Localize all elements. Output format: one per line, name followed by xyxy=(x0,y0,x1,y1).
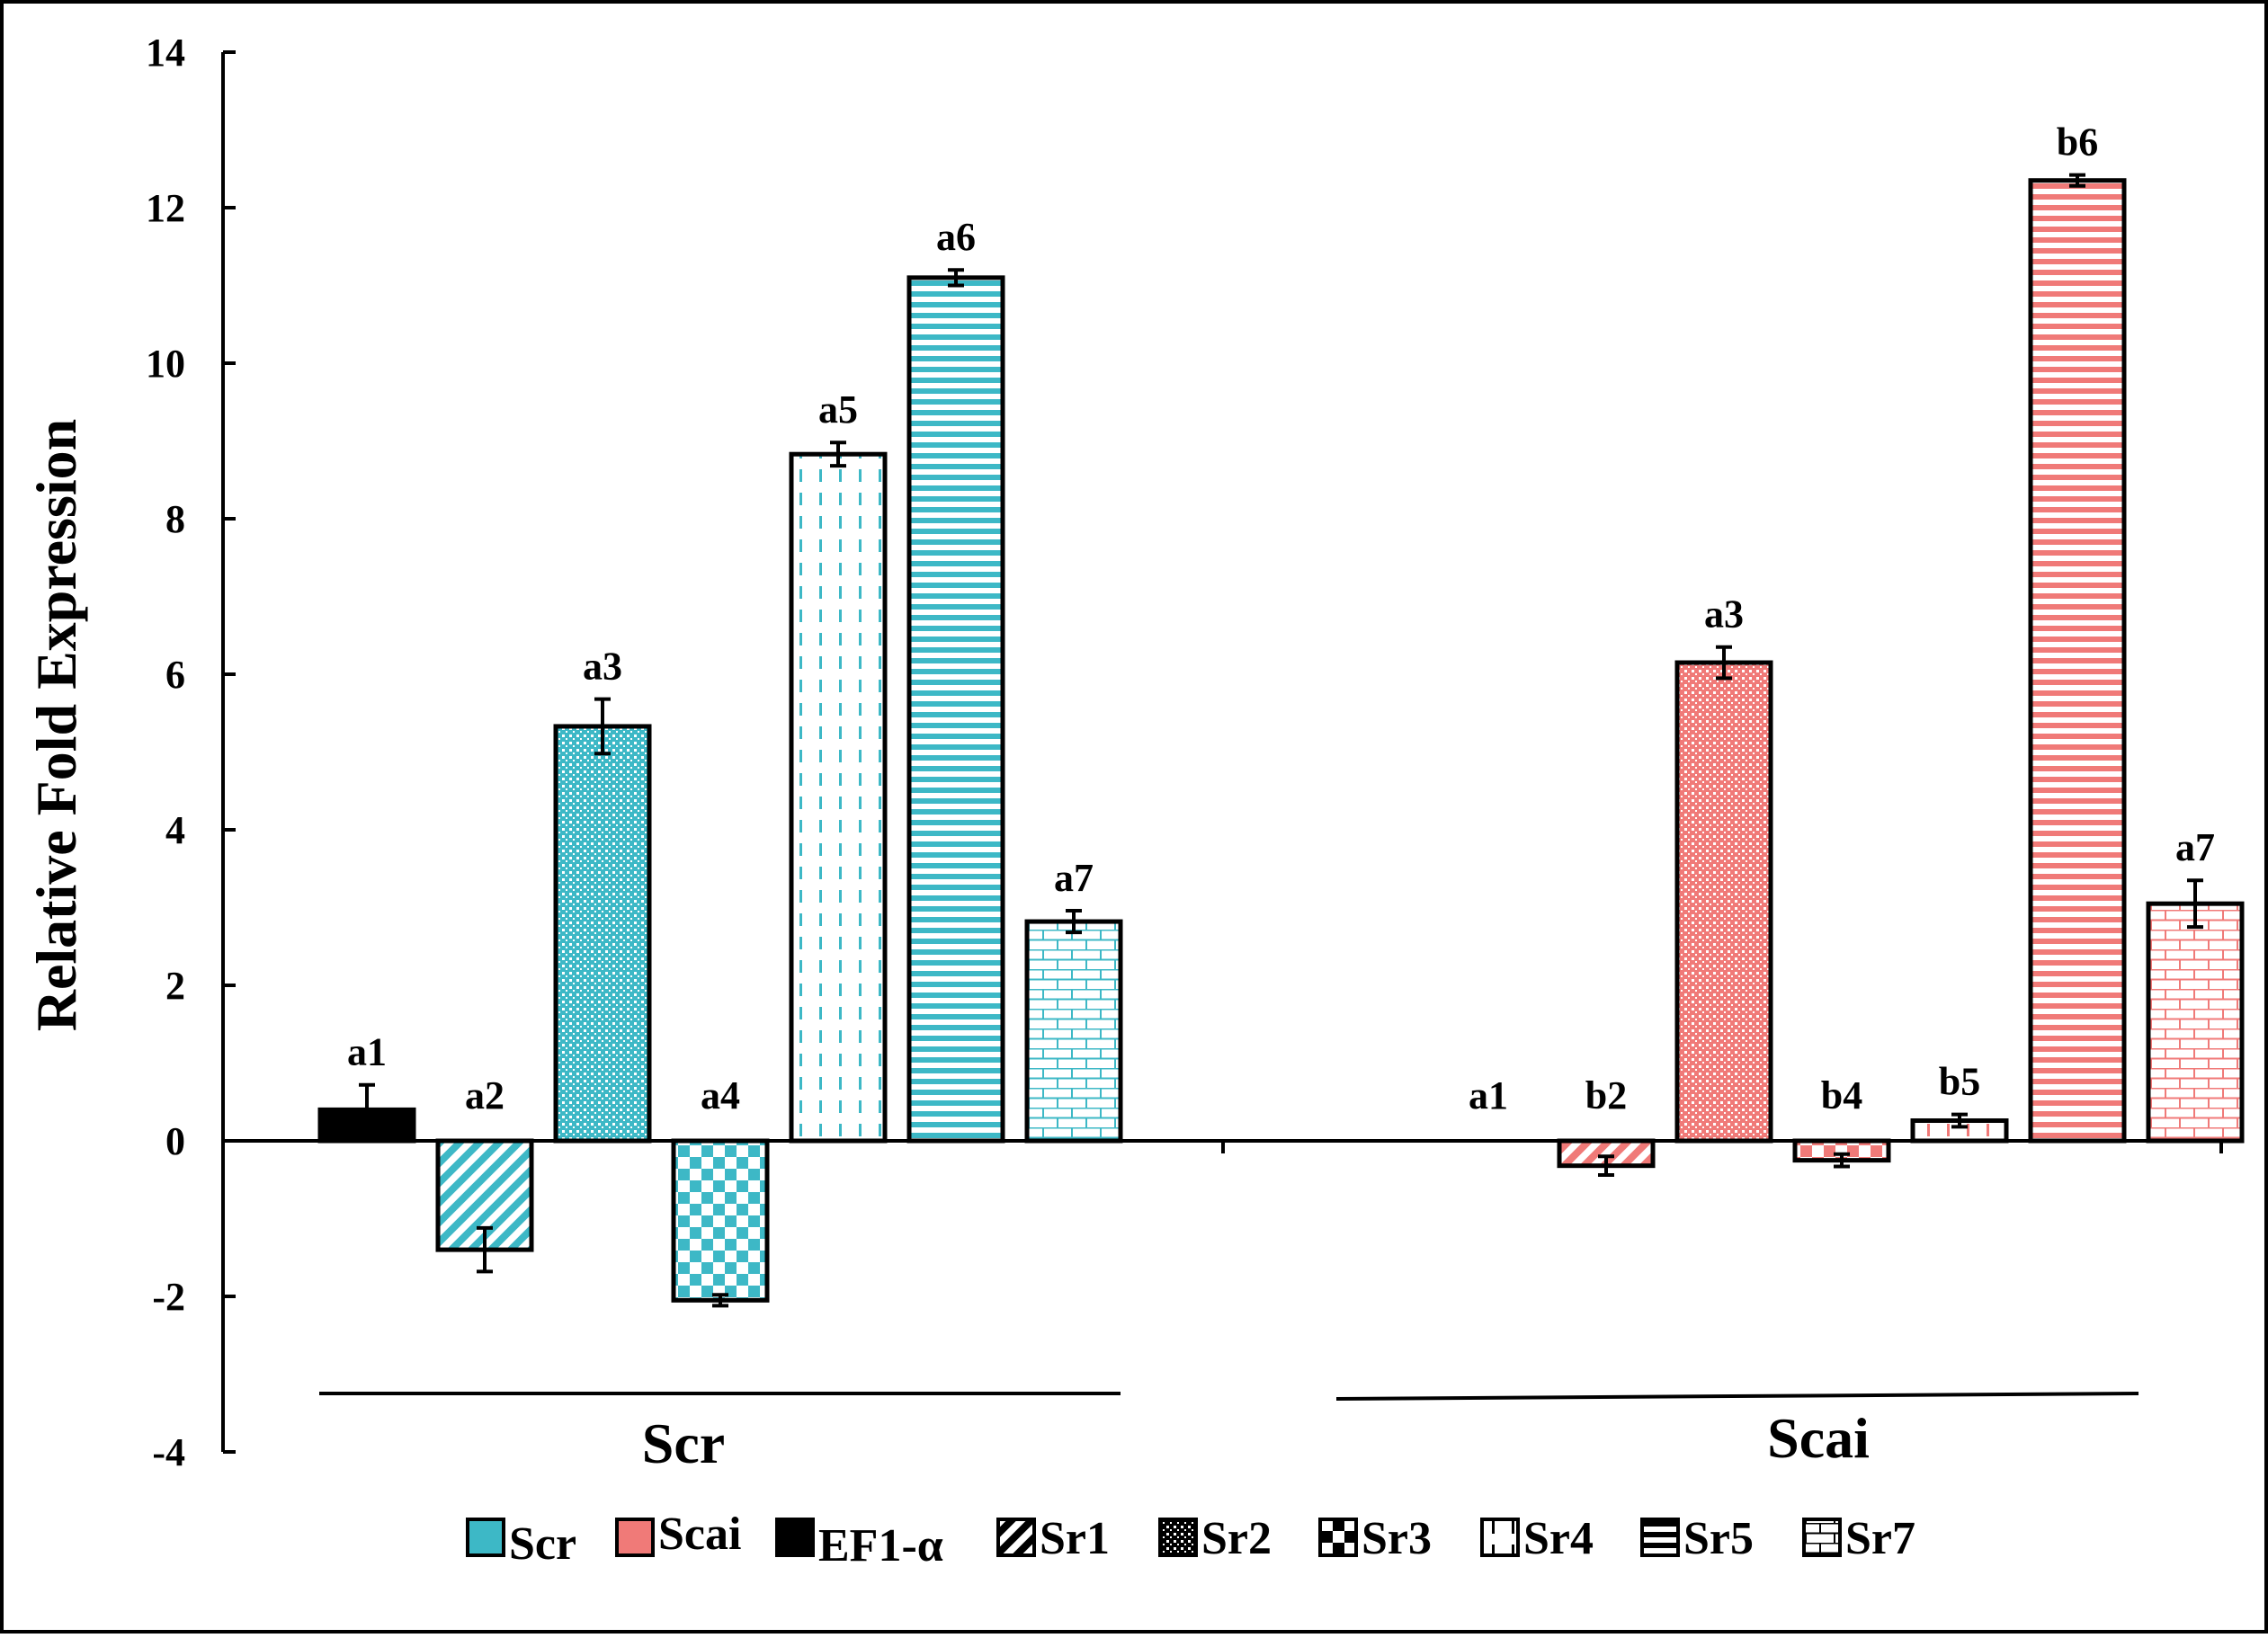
y-tick-label: 10 xyxy=(146,342,185,386)
legend-label: Sr3 xyxy=(1362,1513,1432,1564)
y-tick-label: -2 xyxy=(152,1275,185,1319)
y-tick-label: 6 xyxy=(165,653,185,697)
y-tick-label: 14 xyxy=(146,31,185,75)
legend-swatch xyxy=(466,1518,505,1557)
bar-label: a1 xyxy=(347,1030,387,1074)
bar-label: a4 xyxy=(701,1073,740,1117)
group-label-Scr: Scr xyxy=(642,1411,725,1475)
y-tick-label: 12 xyxy=(146,186,185,230)
bar-label: a3 xyxy=(583,645,622,689)
legend-label: Sr4 xyxy=(1523,1513,1594,1564)
legend-label: Sr5 xyxy=(1683,1513,1754,1564)
legend-swatch xyxy=(615,1518,655,1557)
legend-swatch xyxy=(775,1518,815,1557)
bar-label: a7 xyxy=(2175,825,2215,869)
bar-Scr-Sr2 xyxy=(553,724,652,1144)
legend-swatch xyxy=(1480,1518,1520,1557)
bar-Scai-Sr2 xyxy=(1674,660,1773,1144)
y-tick-label: 4 xyxy=(165,808,185,852)
labels: a1 a2 a3 a4 a5 a6 a7 a1 b2 a3 b4 b5 b6 a7 Scr Scai xyxy=(347,120,2215,1475)
bar-Scr-Sr7 xyxy=(1024,919,1123,1144)
bar-Scr-Sr5 xyxy=(906,275,1005,1144)
bar-label: b4 xyxy=(1821,1073,1862,1117)
axes: -4 -2 0 2 4 6 8 10 12 14 Relative Fold Expression xyxy=(24,31,2223,1474)
legend-label: Scai xyxy=(658,1509,741,1560)
bar-label: a2 xyxy=(465,1073,504,1117)
bar-label: b2 xyxy=(1585,1073,1627,1117)
bar-Scr-Sr3 xyxy=(671,1138,770,1303)
bar-label: a7 xyxy=(1054,856,1094,900)
bar-label: a6 xyxy=(936,215,976,259)
y-tick-label: 2 xyxy=(165,964,185,1008)
bar-label: a1 xyxy=(1469,1073,1508,1117)
y-tick-label: 8 xyxy=(165,497,185,541)
legend-swatch xyxy=(1158,1518,1198,1557)
bar-Scr-Sr4 xyxy=(789,451,888,1144)
legend-swatch xyxy=(1802,1518,1842,1557)
y-tick-label: 0 xyxy=(165,1119,185,1163)
bar-Scai-Sr7 xyxy=(2146,901,2245,1144)
legend-label: EF1-α xyxy=(818,1520,943,1571)
bar-label: b6 xyxy=(2057,120,2098,165)
legend-swatch xyxy=(996,1518,1036,1557)
bars xyxy=(317,173,2245,1308)
group-underline xyxy=(1335,1392,2139,1401)
legend-swatch xyxy=(1318,1518,1358,1557)
y-tick-label: -4 xyxy=(152,1430,185,1474)
bar-Scai-Sr5 xyxy=(2028,178,2127,1144)
legend-swatch xyxy=(1640,1518,1680,1557)
bar-label: a5 xyxy=(818,387,858,432)
legend-label: Sr2 xyxy=(1201,1513,1272,1564)
legend-label: Scr xyxy=(509,1518,576,1570)
legend-label: Sr1 xyxy=(1040,1513,1110,1564)
legend-label: Sr7 xyxy=(1845,1513,1915,1564)
group-label-Scai: Scai xyxy=(1767,1406,1870,1470)
bar-label: b5 xyxy=(1939,1060,1980,1104)
bar-label: a3 xyxy=(1704,592,1744,637)
legend: Scr Scai EF1-α Sr1 Sr2 Sr3 Sr4 Sr5 Sr7 xyxy=(466,1509,1915,1571)
y-axis-title: Relative Fold Expression xyxy=(24,419,88,1032)
